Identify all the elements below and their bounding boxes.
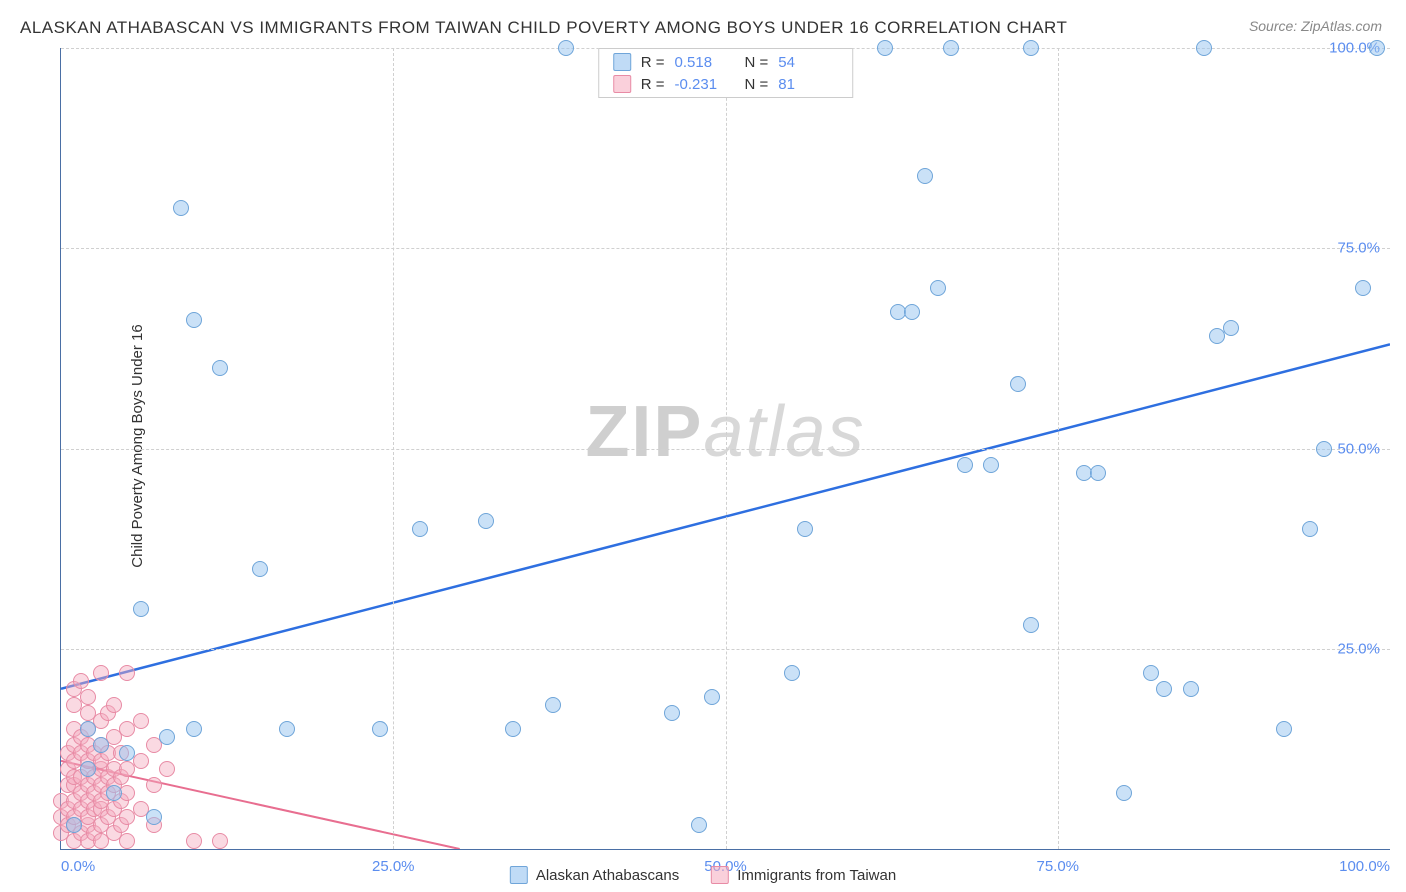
r-value: -0.231 xyxy=(675,76,735,93)
x-tick-label: 75.0% xyxy=(1036,858,1079,875)
data-point-blue xyxy=(930,280,946,296)
data-point-pink xyxy=(133,753,149,769)
data-point-blue xyxy=(146,809,162,825)
data-point-blue xyxy=(1369,40,1385,56)
data-point-blue xyxy=(478,513,494,529)
r-label: R = xyxy=(641,76,665,93)
data-point-blue xyxy=(279,721,295,737)
data-point-blue xyxy=(186,312,202,328)
data-point-blue xyxy=(1143,665,1159,681)
data-point-blue xyxy=(1276,721,1292,737)
data-point-pink xyxy=(212,833,228,849)
swatch-blue-icon xyxy=(613,53,631,71)
data-point-blue xyxy=(957,457,973,473)
data-point-blue xyxy=(1183,681,1199,697)
data-point-blue xyxy=(212,360,228,376)
grid-line-vertical xyxy=(393,48,394,849)
data-point-blue xyxy=(133,601,149,617)
correlation-legend-row-pink: R = -0.231 N = 81 xyxy=(599,73,853,95)
correlation-legend: R = 0.518 N = 54 R = -0.231 N = 81 xyxy=(598,48,854,98)
data-point-blue xyxy=(372,721,388,737)
data-point-pink xyxy=(146,777,162,793)
data-point-pink xyxy=(106,697,122,713)
grid-line-vertical xyxy=(726,48,727,849)
data-point-blue xyxy=(558,40,574,56)
data-point-blue xyxy=(904,304,920,320)
data-point-blue xyxy=(1196,40,1212,56)
data-point-blue xyxy=(1156,681,1172,697)
n-label: N = xyxy=(745,54,769,71)
swatch-pink-icon xyxy=(613,75,631,93)
data-point-blue xyxy=(917,168,933,184)
data-point-blue xyxy=(1302,521,1318,537)
data-point-blue xyxy=(159,729,175,745)
swatch-blue-icon xyxy=(510,866,528,884)
swatch-pink-icon xyxy=(711,866,729,884)
data-point-blue xyxy=(704,689,720,705)
data-point-blue xyxy=(1223,320,1239,336)
watermark-part1: ZIP xyxy=(585,392,703,472)
data-point-blue xyxy=(545,697,561,713)
data-point-pink xyxy=(119,665,135,681)
data-point-blue xyxy=(1355,280,1371,296)
data-point-blue xyxy=(943,40,959,56)
series-legend-item-blue: Alaskan Athabascans xyxy=(510,866,679,884)
series-legend: Alaskan Athabascans Immigrants from Taiw… xyxy=(510,866,896,884)
n-value: 81 xyxy=(778,76,838,93)
data-point-blue xyxy=(80,721,96,737)
data-point-blue xyxy=(1023,40,1039,56)
data-point-pink xyxy=(133,713,149,729)
y-tick-label: 75.0% xyxy=(1337,240,1380,257)
data-point-blue xyxy=(983,457,999,473)
data-point-blue xyxy=(252,561,268,577)
data-point-blue xyxy=(173,200,189,216)
y-tick-label: 25.0% xyxy=(1337,640,1380,657)
correlation-legend-row-blue: R = 0.518 N = 54 xyxy=(599,51,853,73)
r-label: R = xyxy=(641,54,665,71)
data-point-blue xyxy=(1090,465,1106,481)
data-point-pink xyxy=(73,673,89,689)
data-point-blue xyxy=(106,785,122,801)
n-label: N = xyxy=(745,76,769,93)
data-point-blue xyxy=(1316,441,1332,457)
data-point-blue xyxy=(797,521,813,537)
chart-title: ALASKAN ATHABASCAN VS IMMIGRANTS FROM TA… xyxy=(20,18,1067,38)
series-legend-item-pink: Immigrants from Taiwan xyxy=(711,866,896,884)
data-point-pink xyxy=(186,833,202,849)
x-tick-label: 100.0% xyxy=(1339,858,1390,875)
data-point-blue xyxy=(1010,376,1026,392)
data-point-blue xyxy=(877,40,893,56)
x-tick-label: 25.0% xyxy=(372,858,415,875)
y-tick-label: 50.0% xyxy=(1337,440,1380,457)
data-point-blue xyxy=(784,665,800,681)
data-point-blue xyxy=(691,817,707,833)
series-label: Immigrants from Taiwan xyxy=(737,867,896,884)
source-attribution: Source: ZipAtlas.com xyxy=(1249,18,1382,34)
data-point-pink xyxy=(119,833,135,849)
data-point-blue xyxy=(664,705,680,721)
data-point-pink xyxy=(159,761,175,777)
data-point-blue xyxy=(1023,617,1039,633)
watermark-part2: atlas xyxy=(703,392,865,472)
data-point-blue xyxy=(93,737,109,753)
data-point-blue xyxy=(119,745,135,761)
data-point-blue xyxy=(412,521,428,537)
x-tick-label: 0.0% xyxy=(61,858,95,875)
plot-area: ZIPatlas R = 0.518 N = 54 R = -0.231 N =… xyxy=(60,48,1390,850)
data-point-blue xyxy=(66,817,82,833)
r-value: 0.518 xyxy=(675,54,735,71)
data-point-blue xyxy=(505,721,521,737)
series-label: Alaskan Athabascans xyxy=(536,867,679,884)
data-point-blue xyxy=(186,721,202,737)
data-point-pink xyxy=(93,665,109,681)
data-point-blue xyxy=(80,761,96,777)
n-value: 54 xyxy=(778,54,838,71)
data-point-pink xyxy=(80,689,96,705)
data-point-blue xyxy=(1116,785,1132,801)
grid-line-vertical xyxy=(1058,48,1059,849)
